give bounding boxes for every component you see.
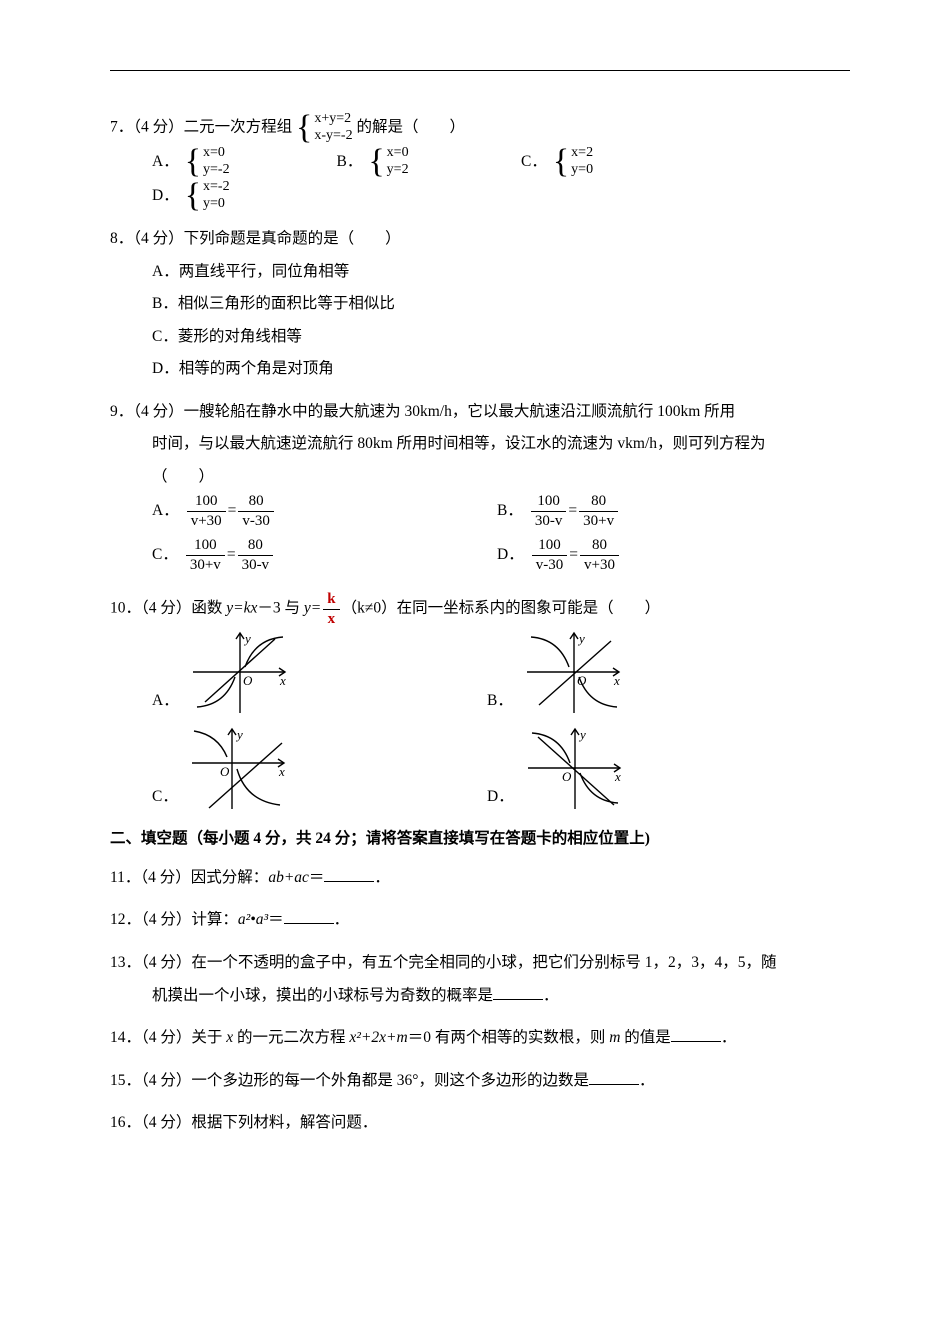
svg-text:x: x (613, 673, 620, 688)
q9-line3: （ ） (110, 461, 850, 494)
q7-stem-b: 的解是（ ） (356, 119, 465, 136)
section-2-title: 二、填空题（每小题 4 分，共 24 分；请将答案直接填写在答题卡的相应位置上) (110, 823, 850, 856)
question-11: 11．（4 分）因式分解：ab+ac＝． (110, 862, 850, 895)
q8-stem: 8．（4 分）下列命题是真命题的是（ ） (110, 223, 850, 256)
svg-text:O: O (220, 764, 230, 779)
q9-options: A． 100v+30 = 80v-30 B． 10030-v = 8030+v … (110, 493, 850, 581)
equals-sign: = (568, 495, 577, 528)
svg-text:O: O (577, 673, 587, 688)
q9-line2: 时间，与以最大航速逆流航行 80km 所用时间相等，设江水的流速为 vkm/h，… (110, 428, 850, 461)
left-brace-icon: { (185, 179, 201, 213)
blank-input[interactable] (671, 1026, 721, 1043)
q9-option-c: C． 10030+v = 8030-v (152, 537, 487, 573)
q7-option-d: D． {x=-2y=0 (152, 179, 306, 213)
svg-text:y: y (235, 727, 243, 742)
blank-input[interactable] (284, 908, 334, 925)
left-brace-icon: { (296, 111, 312, 145)
question-13: 13．（4 分）在一个不透明的盒子中，有五个完全相同的小球，把它们分别标号 1，… (110, 947, 850, 1012)
question-16: 16．（4 分）根据下列材料，解答问题． (110, 1107, 850, 1140)
question-12: 12．（4 分）计算：a²•a³＝． (110, 904, 850, 937)
q8-option-d: D．相等的两个角是对顶角 (110, 353, 850, 386)
blank-input[interactable] (493, 983, 543, 1000)
q7-option-a: A． {x=0y=-2 (152, 145, 327, 179)
q10-option-c: C． y x O (152, 723, 487, 813)
left-brace-icon: { (553, 145, 569, 179)
equals-sign: = (228, 495, 237, 528)
svg-text:O: O (562, 769, 572, 784)
chart-c-icon: y x O (184, 723, 294, 813)
chart-a-icon: y x O (185, 627, 295, 717)
q7-option-c: C． {x=2y=0 (521, 145, 696, 179)
svg-text:x: x (278, 764, 285, 779)
q10-option-a: A． y x O (152, 627, 487, 717)
q9-option-a: A． 100v+30 = 80v-30 (152, 493, 487, 529)
left-brace-icon: { (368, 145, 384, 179)
question-15: 15．（4 分）一个多边形的每一个外角都是 36°，则这个多边形的边数是． (110, 1065, 850, 1098)
equals-sign: = (227, 539, 236, 572)
q10-option-d: D． y x O (487, 723, 822, 813)
question-9: 9．（4 分）一艘轮船在静水中的最大航速为 30km/h，它以最大航速沿江顺流航… (110, 396, 850, 582)
q10-option-b: B． y x O (487, 627, 822, 717)
svg-text:x: x (614, 769, 621, 784)
chart-b-icon: y x O (519, 627, 629, 717)
q7-sys-bot: x-y=-2 (314, 128, 352, 145)
q7-option-b: B． {x=0y=2 (337, 145, 512, 179)
question-7: 7．（4 分）二元一次方程组 { x+y=2 x-y=-2 的解是（ ） A． … (110, 111, 850, 213)
top-rule (110, 70, 850, 71)
q7-stem: 7．（4 分）二元一次方程组 { x+y=2 x-y=-2 的解是（ ） (110, 111, 850, 145)
q9-option-d: D． 100v-30 = 80v+30 (497, 537, 832, 573)
q8-option-a: A．两直线平行，同位角相等 (110, 256, 850, 289)
q10-row-cd: C． y x O D． (110, 723, 850, 813)
q7-system: { x+y=2 x-y=-2 (296, 111, 353, 145)
q7-stem-a: 7．（4 分）二元一次方程组 (110, 119, 292, 136)
left-brace-icon: { (185, 145, 201, 179)
chart-d-icon: y x O (520, 723, 630, 813)
svg-text:O: O (243, 673, 253, 688)
blank-input[interactable] (324, 865, 374, 882)
q8-option-c: C．菱形的对角线相等 (110, 321, 850, 354)
question-10: 10．（4 分）函数 y=kx－3 与 y=kx（k≠0）在同一坐标系内的图象可… (110, 591, 850, 813)
svg-text:y: y (243, 631, 251, 646)
exam-page: 7．（4 分）二元一次方程组 { x+y=2 x-y=-2 的解是（ ） A． … (0, 0, 950, 1344)
equals-sign: = (569, 539, 578, 572)
blank-input[interactable] (589, 1068, 639, 1085)
q9-option-b: B． 10030-v = 8030+v (497, 493, 832, 529)
q9-line1: 9．（4 分）一艘轮船在静水中的最大航速为 30km/h，它以最大航速沿江顺流航… (110, 396, 850, 429)
q8-option-b: B．相似三角形的面积比等于相似比 (110, 288, 850, 321)
svg-text:x: x (279, 673, 286, 688)
svg-text:y: y (578, 727, 586, 742)
q7-sys-top: x+y=2 (314, 111, 352, 128)
q10-stem: 10．（4 分）函数 y=kx－3 与 y=kx（k≠0）在同一坐标系内的图象可… (110, 591, 850, 627)
question-14: 14．（4 分）关于 x 的一元二次方程 x²+2x+m＝0 有两个相等的实数根… (110, 1022, 850, 1055)
q7-options: A． {x=0y=-2 B． {x=0y=2 C． {x=2y=0 D． {x=… (110, 145, 850, 213)
question-8: 8．（4 分）下列命题是真命题的是（ ） A．两直线平行，同位角相等 B．相似三… (110, 223, 850, 386)
svg-text:y: y (577, 631, 585, 646)
q10-row-ab: A． y x O B． (110, 627, 850, 717)
